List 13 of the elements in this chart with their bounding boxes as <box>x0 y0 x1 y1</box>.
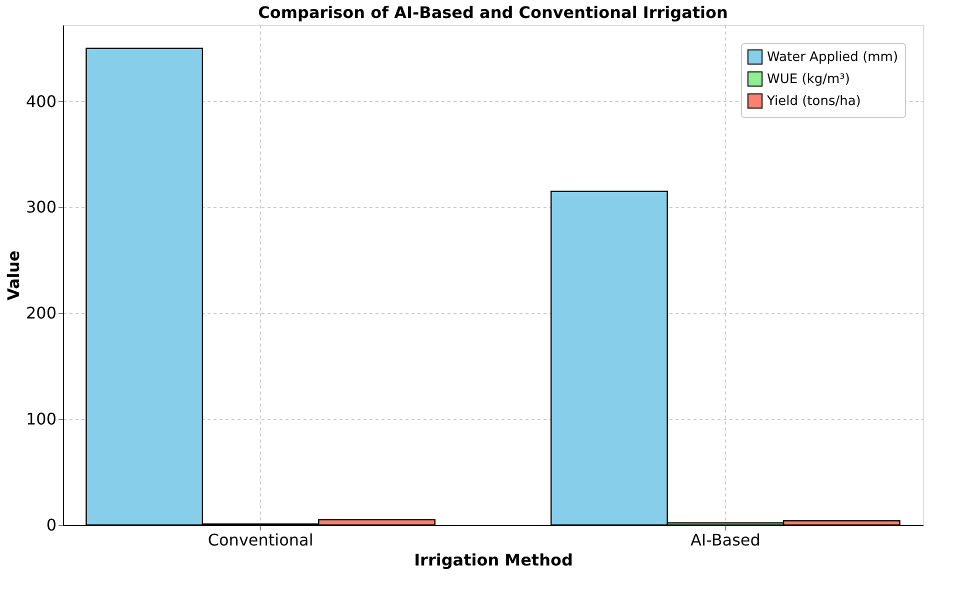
y-tick-label: 100 <box>26 410 56 429</box>
x-tick-label: AI-Based <box>690 530 760 550</box>
chart-title: Comparison of AI-Based and Conventional Irrigation <box>258 3 728 22</box>
x-axis-title: Irrigation Method <box>414 550 573 570</box>
legend-label: Water Applied (mm) <box>767 50 898 65</box>
y-tick-label: 0 <box>46 516 56 534</box>
x-tick-label: Conventional <box>208 530 314 550</box>
legend-label: WUE (kg/m³) <box>767 72 850 87</box>
y-tick-label: 200 <box>26 304 56 323</box>
y-axis-title: Value <box>4 250 23 301</box>
legend-label: Yield (tons/ha) <box>766 94 861 109</box>
y-tick-label: 300 <box>26 198 56 217</box>
y-tick-label: 400 <box>26 92 56 111</box>
